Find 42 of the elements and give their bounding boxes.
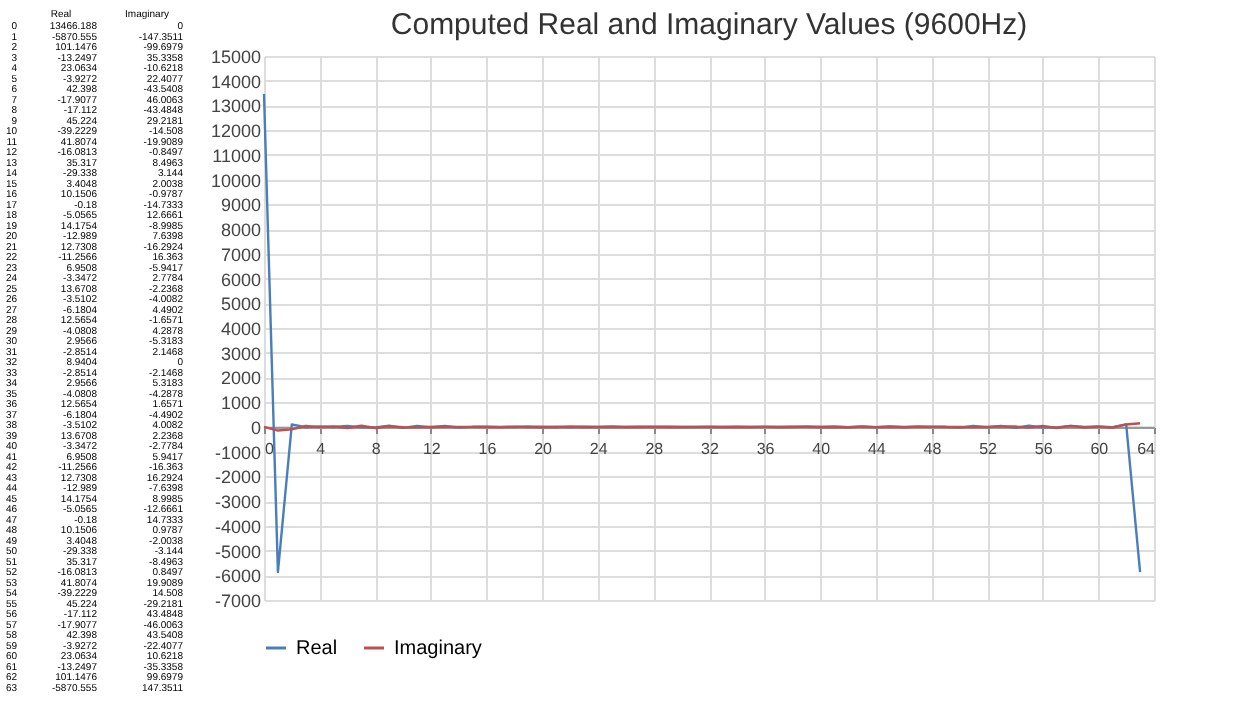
y-tick-label: 12000	[210, 121, 261, 142]
x-tick-label: 44	[867, 439, 887, 458]
x-tick-label: 32	[701, 439, 720, 458]
y-tick-label: -4000	[214, 516, 261, 537]
y-tick-label: 1000	[220, 393, 261, 414]
x-tick-label: 24	[589, 439, 609, 458]
y-tick-label: 15000	[210, 47, 261, 67]
y-tick-label: -5000	[214, 541, 261, 562]
y-tick-label: 13000	[210, 96, 261, 117]
x-tick-label: 64	[1137, 439, 1157, 458]
y-tick-label: -1000	[214, 442, 261, 463]
y-tick-label: 3000	[220, 343, 261, 364]
x-tick-label: 16	[478, 439, 498, 458]
y-tick-label: 5000	[220, 294, 261, 315]
y-tick-label: 7000	[220, 244, 261, 265]
y-tick-label: 0	[250, 417, 261, 438]
x-tick-label: 56	[1034, 439, 1054, 458]
x-tick-label: 4	[316, 439, 327, 458]
y-tick-label: 2000	[220, 368, 261, 389]
x-tick-label: 20	[534, 439, 554, 458]
x-tick-label: 60	[1090, 439, 1110, 458]
y-tick-label: 9000	[220, 195, 261, 216]
y-tick-label: 6000	[220, 269, 261, 290]
y-tick-label: 8000	[220, 220, 261, 241]
chart-title: Computed Real and Imaginary Values (9600Hz)	[390, 8, 1028, 42]
x-tick-label: 8	[371, 439, 382, 458]
x-tick-label: 28	[645, 439, 665, 458]
x-tick-label: 12	[422, 439, 442, 458]
y-tick-label: -2000	[214, 467, 261, 488]
y-tick-label: -6000	[214, 566, 261, 587]
y-tick-label: 4000	[220, 319, 261, 339]
y-tick-label: 10000	[210, 170, 261, 191]
legend-label: Imaginary	[394, 638, 482, 660]
y-tick-label: 14000	[210, 71, 261, 92]
x-tick-label: 36	[756, 439, 776, 458]
x-tick-label: 52	[979, 439, 999, 458]
x-tick-label: 48	[923, 439, 943, 458]
y-tick-label: -7000	[214, 591, 261, 611]
x-tick-label: 40	[812, 439, 832, 458]
y-tick-label: -3000	[214, 492, 261, 513]
y-tick-label: 11000	[212, 145, 261, 166]
legend-label: Real	[296, 638, 338, 660]
